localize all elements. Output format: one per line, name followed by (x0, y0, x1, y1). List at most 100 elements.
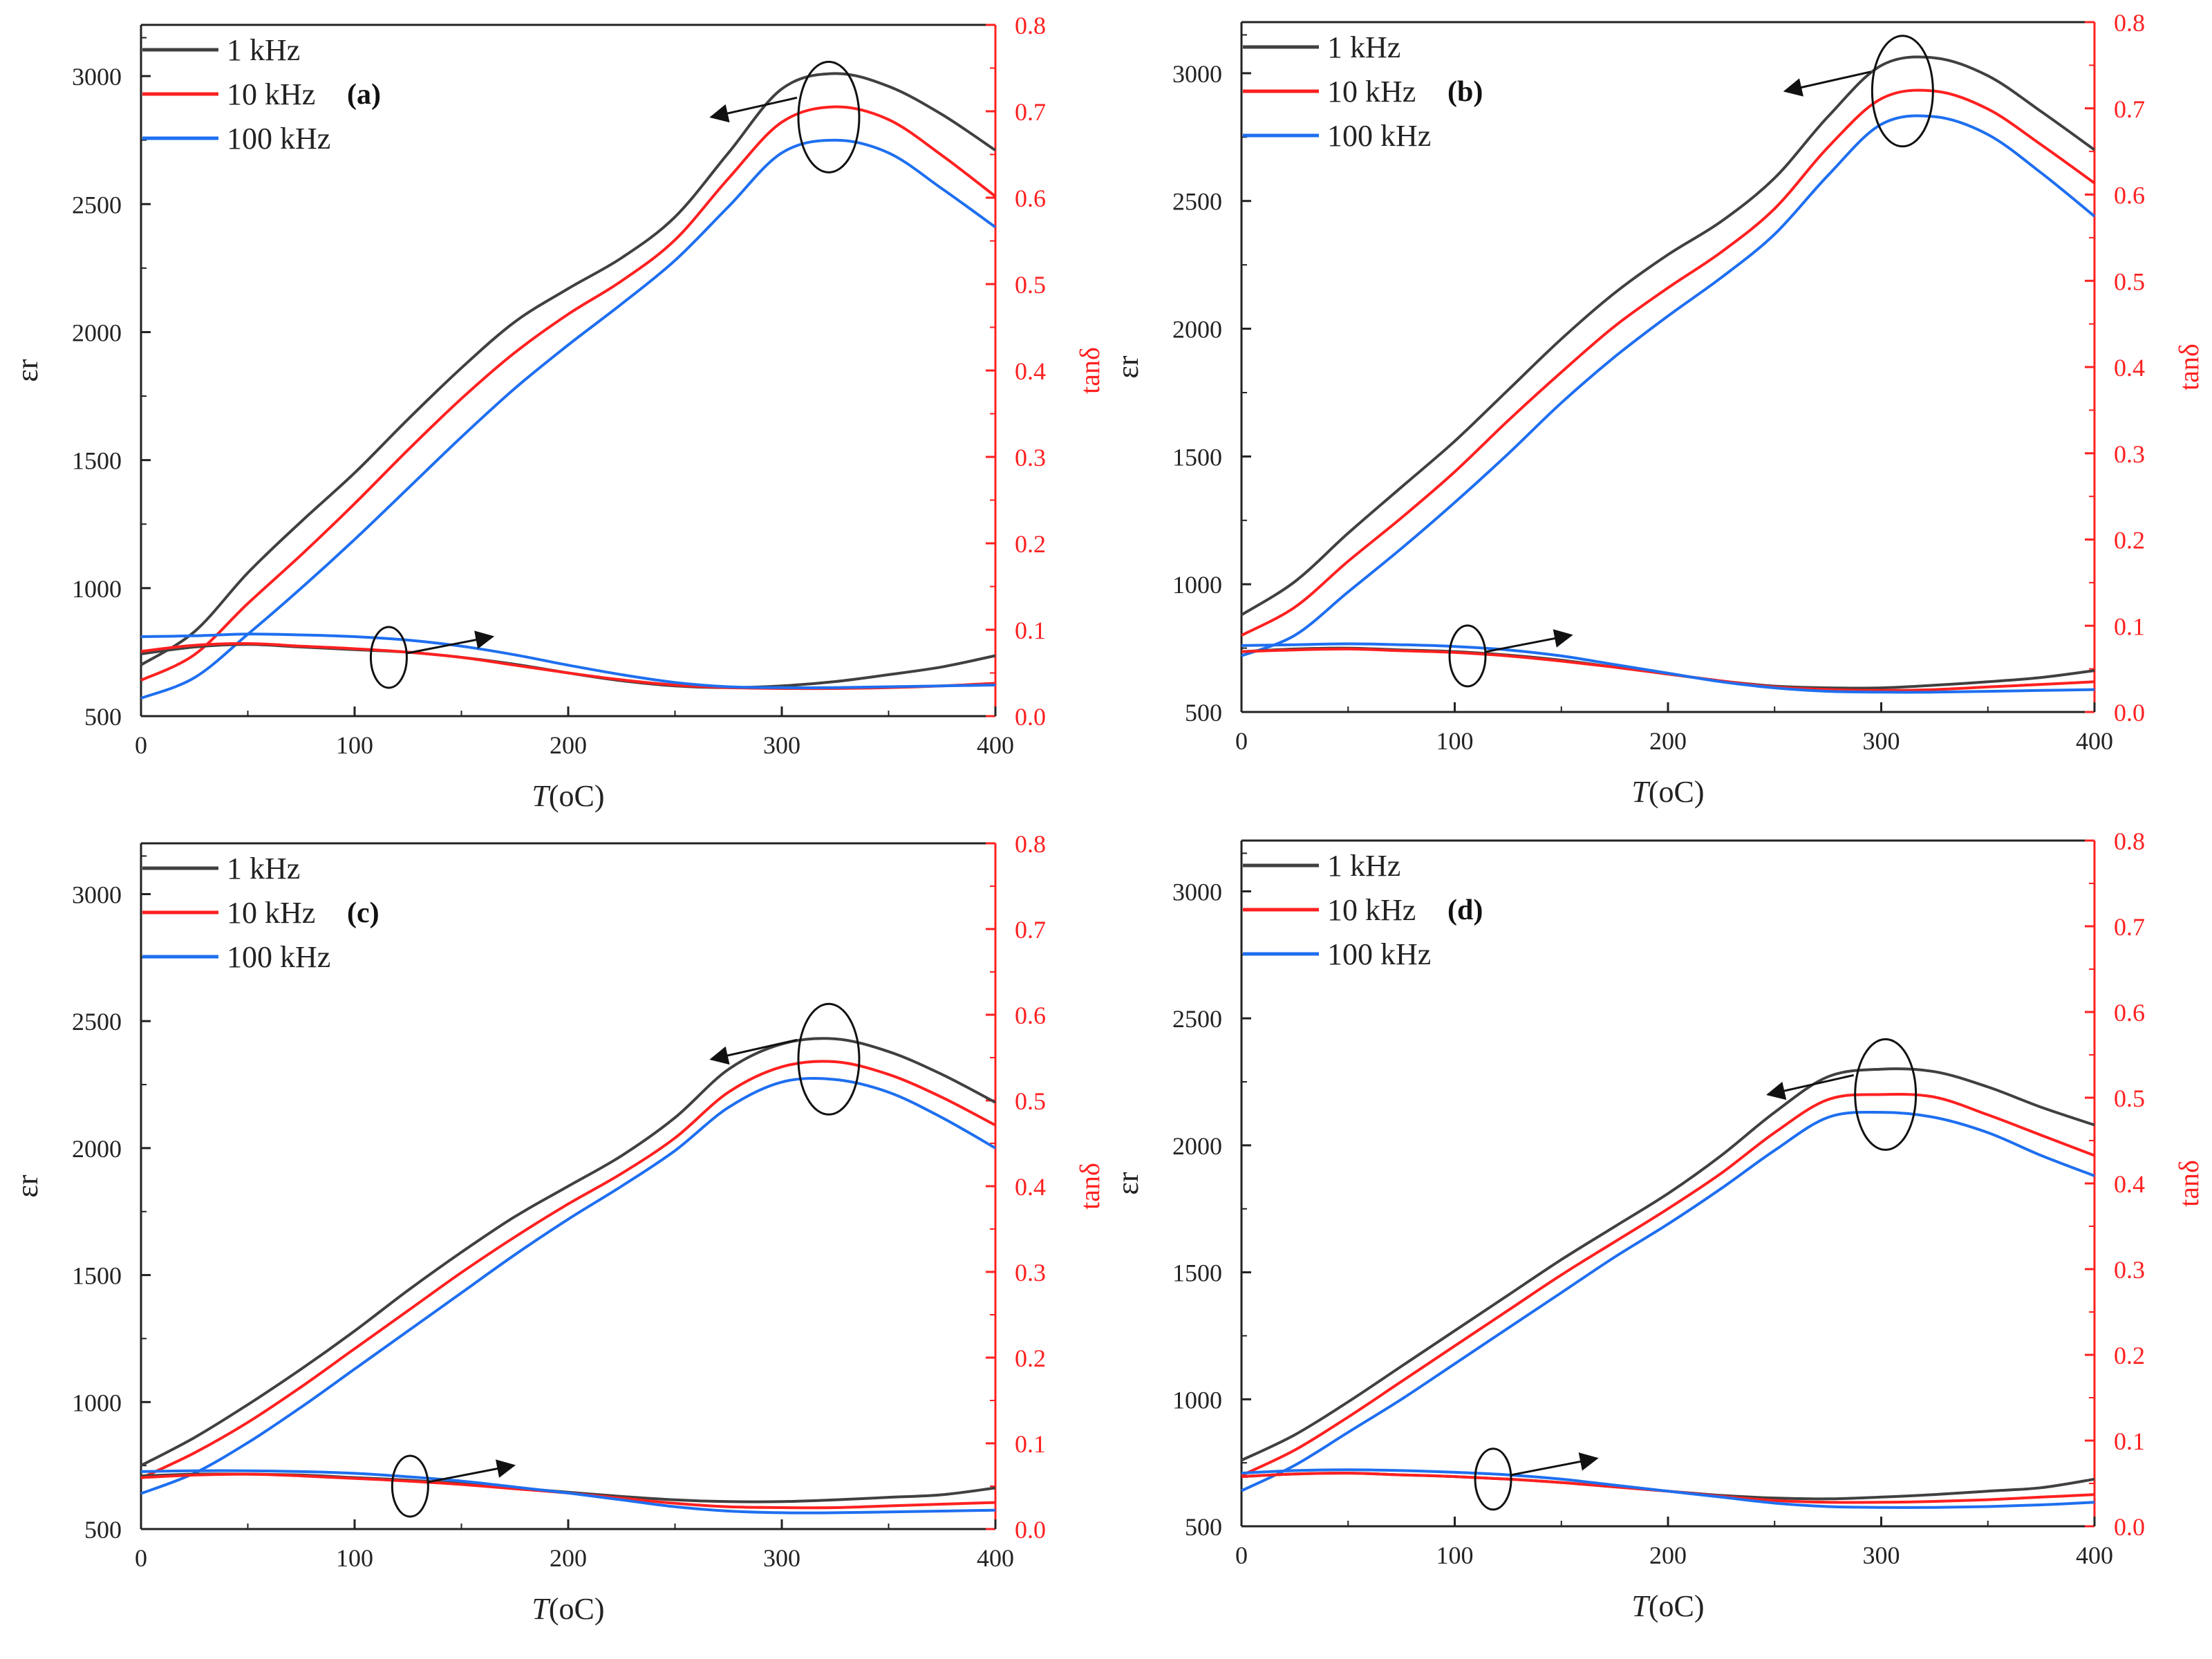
x-axis-label: T(oC) (532, 779, 604, 813)
y-tick-label: 2500 (72, 191, 122, 218)
chart-panel-4: 500100015002000250030000.00.10.20.30.40.… (1111, 827, 2204, 1623)
x-axis-label: T(oC) (1631, 775, 1704, 809)
loss-line-1khz (140, 1472, 996, 1503)
loss-line-100khz (140, 632, 996, 689)
y2-tick-label: 0.0 (1015, 703, 1046, 731)
y-tick-label: 2500 (72, 1008, 122, 1035)
x-tick-label: 400 (977, 731, 1014, 759)
y2-tick-label: 0.1 (2114, 612, 2145, 640)
y-tick-label: 500 (84, 1516, 122, 1544)
chart-panel-3: 500100015002000250030000.00.10.20.30.40.… (10, 830, 1105, 1626)
legend-label: 1 kHz (1327, 849, 1400, 883)
y2-tick-label: 0.5 (2114, 1085, 2145, 1112)
loss-line-100khz (1241, 642, 2095, 694)
x-tick-label: 200 (1649, 1541, 1687, 1569)
y-tick-label: 1500 (72, 447, 122, 475)
x-tick-label: 300 (1863, 727, 1900, 755)
loss-line-10khz (1241, 1472, 2095, 1504)
y2-tick-label: 0.7 (1015, 98, 1046, 126)
loss-line-1khz (1241, 1472, 2095, 1501)
x-tick-label: 200 (550, 731, 587, 759)
y2-tick-label: 0.7 (2114, 95, 2145, 123)
y2-tick-label: 0.6 (2114, 182, 2145, 209)
y2-tick-label: 0.5 (1015, 271, 1046, 299)
y-tick-label: 1000 (72, 575, 122, 603)
y2-axis-label: tanδ (1074, 1163, 1105, 1210)
x-axis-label-unit: (oC) (1649, 775, 1705, 809)
y2-tick-label: 0.8 (2114, 827, 2145, 855)
x-axis-label: T(oC) (532, 1592, 604, 1626)
x-axis-label-variable: T (1631, 775, 1651, 809)
arrow-to-left-axis (1783, 71, 1871, 97)
y2-tick-label: 0.1 (1015, 1430, 1046, 1458)
legend-label: 100 kHz (1327, 937, 1431, 971)
y-tick-label: 1000 (1172, 571, 1222, 599)
y-tick-label: 3000 (1172, 878, 1222, 906)
y-tick-label: 3000 (72, 63, 122, 91)
y2-tick-label: 0.2 (1015, 530, 1046, 558)
y2-tick-label: 0.4 (1015, 1173, 1046, 1201)
x-tick-label: 100 (336, 1544, 373, 1572)
legend-label: 10 kHz (227, 77, 315, 111)
y-tick-label: 1500 (72, 1262, 122, 1290)
y-tick-label: 1500 (1172, 1259, 1222, 1287)
x-tick-label: 0 (1235, 727, 1248, 755)
y-tick-label: 500 (1185, 699, 1222, 727)
x-tick-label: 400 (2076, 1541, 2113, 1569)
x-axis-label-unit: (oC) (549, 779, 605, 813)
x-axis-label: T(oC) (1631, 1589, 1704, 1623)
y2-tick-label: 0.0 (2114, 1513, 2145, 1541)
x-tick-label: 100 (1436, 1541, 1474, 1569)
y2-tick-label: 0.3 (2114, 1256, 2145, 1284)
y2-tick-label: 0.1 (2114, 1427, 2145, 1455)
y-axis-label: εr (1111, 1172, 1145, 1194)
y-axis-label: εr (10, 359, 44, 382)
panel-label: (a) (347, 79, 381, 111)
legend-label: 10 kHz (227, 896, 315, 930)
loss-group-ellipse (369, 626, 408, 689)
y2-tick-label: 0.7 (2114, 913, 2145, 941)
arrow-to-left-axis (709, 1038, 798, 1065)
y2-tick-label: 0.8 (1015, 830, 1046, 858)
permittivity-line-100khz (1241, 1110, 2095, 1492)
x-tick-label: 200 (550, 1544, 587, 1572)
panel-label: (c) (347, 897, 379, 929)
chart-panel-2: 500100015002000250030000.00.10.20.30.40.… (1111, 9, 2204, 809)
permittivity-group-ellipse (797, 1002, 861, 1116)
panel-label: (d) (1447, 894, 1483, 926)
y2-tick-label: 0.2 (2114, 527, 2145, 554)
legend-label: 1 kHz (227, 852, 300, 885)
permittivity-group-ellipse (1854, 1038, 1918, 1151)
x-axis-label-variable: T (532, 1592, 551, 1626)
x-tick-label: 400 (977, 1544, 1014, 1572)
x-tick-label: 100 (1436, 727, 1474, 755)
permittivity-line-100khz (140, 1076, 996, 1495)
y2-tick-label: 0.3 (2114, 440, 2145, 468)
x-axis-label-unit: (oC) (1649, 1589, 1705, 1623)
legend-label: 100 kHz (227, 122, 330, 156)
y2-tick-label: 0.8 (1015, 12, 1046, 39)
y-tick-label: 2000 (72, 319, 122, 346)
loss-group-ellipse (391, 1454, 429, 1518)
y-tick-label: 500 (1185, 1513, 1222, 1541)
y2-tick-label: 0.2 (1015, 1344, 1046, 1372)
x-tick-label: 300 (763, 1544, 800, 1572)
y-axis-label: εr (1111, 355, 1145, 378)
y-tick-label: 1000 (1172, 1386, 1222, 1414)
y-axis-label: εr (10, 1174, 44, 1197)
y2-tick-label: 0.2 (2114, 1342, 2145, 1369)
legend-label: 10 kHz (1327, 893, 1416, 927)
y-tick-label: 1500 (1172, 443, 1222, 471)
x-tick-label: 300 (763, 731, 800, 759)
permittivity-group-ellipse (797, 60, 861, 174)
y2-axis-label: tanδ (1074, 347, 1105, 394)
permittivity-line-10khz (1241, 1093, 2095, 1477)
arrow-to-left-axis (709, 96, 798, 123)
y2-tick-label: 0.4 (2114, 1170, 2145, 1198)
legend-label: 100 kHz (227, 940, 330, 974)
x-tick-label: 0 (135, 1544, 147, 1572)
y-tick-label: 2500 (1172, 188, 1222, 216)
y-tick-label: 2000 (1172, 1132, 1222, 1160)
arrow-to-left-axis (1766, 1074, 1855, 1100)
